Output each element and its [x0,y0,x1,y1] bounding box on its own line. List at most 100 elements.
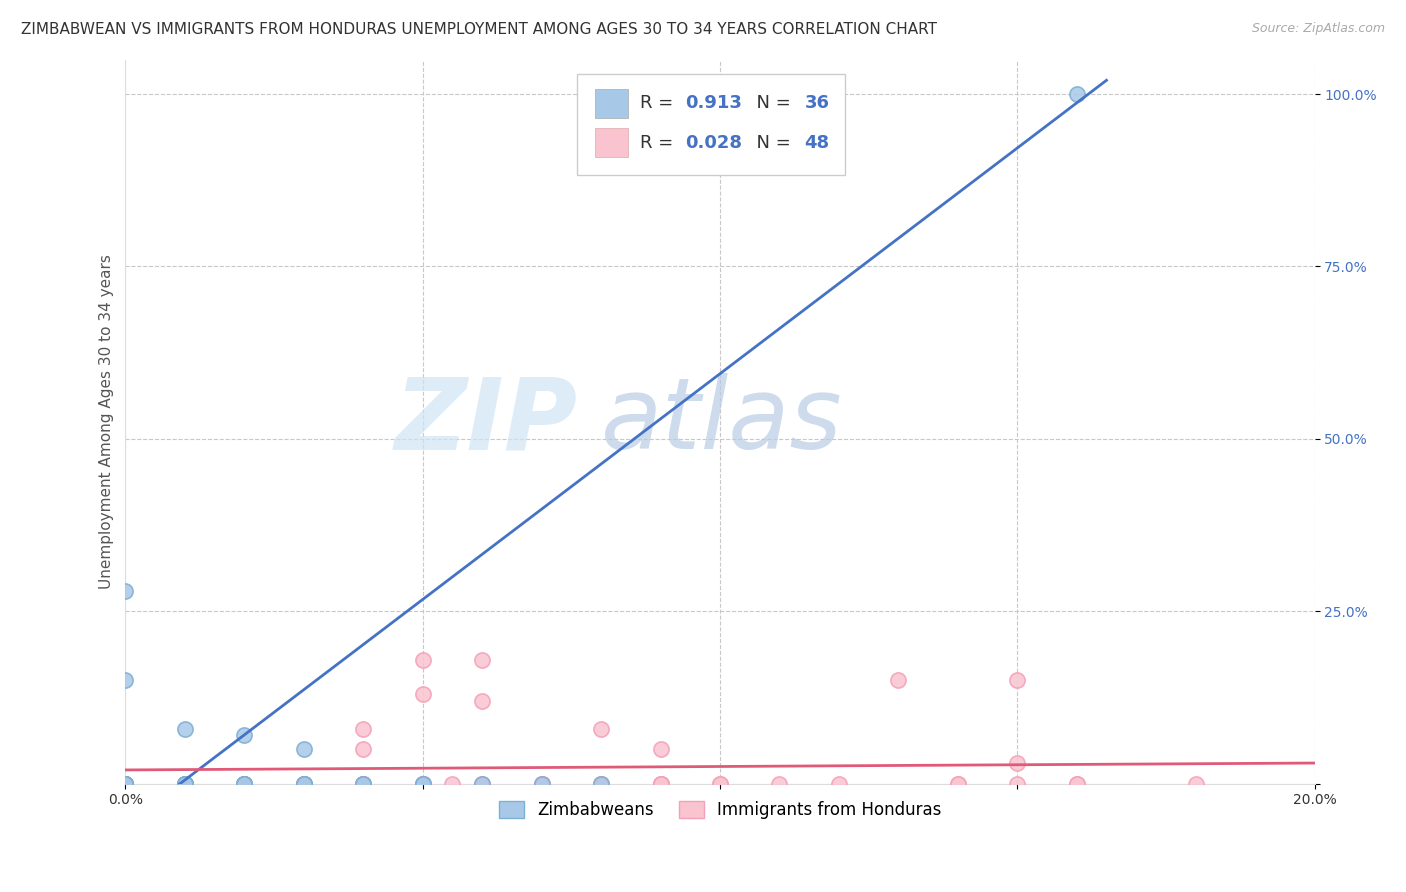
Point [591,777,613,791]
Point [591,722,613,736]
Point [174,777,197,791]
Point [174,777,197,791]
Point [412,652,434,666]
Text: ZIMBABWEAN VS IMMIGRANTS FROM HONDURAS UNEMPLOYMENT AMONG AGES 30 TO 34 YEARS CO: ZIMBABWEAN VS IMMIGRANTS FROM HONDURAS U… [21,22,936,37]
Point [292,777,315,791]
Point [412,777,434,791]
Point [292,777,315,791]
Point [412,777,434,791]
Point [709,777,731,791]
Point [1184,777,1206,791]
Point [292,742,315,756]
Point [352,777,374,791]
Point [352,722,374,736]
Point [650,777,672,791]
Point [828,777,851,791]
Point [233,777,256,791]
Point [591,777,613,791]
Point [292,777,315,791]
Point [471,777,494,791]
Point [114,777,136,791]
Point [352,742,374,756]
Point [114,777,136,791]
Point [530,777,553,791]
Point [233,777,256,791]
Point [174,777,197,791]
Point [114,777,136,791]
Point [233,777,256,791]
Text: 0.913: 0.913 [686,94,742,112]
Legend: Zimbabweans, Immigrants from Honduras: Zimbabweans, Immigrants from Honduras [492,795,948,826]
Point [174,777,197,791]
Point [946,777,969,791]
Point [352,777,374,791]
Text: atlas: atlas [602,373,842,470]
Point [292,777,315,791]
Text: 36: 36 [804,94,830,112]
Point [114,777,136,791]
Point [530,777,553,791]
Point [412,687,434,701]
FancyBboxPatch shape [595,128,628,157]
Point [352,777,374,791]
Point [650,742,672,756]
Point [233,777,256,791]
Point [233,777,256,791]
Point [174,777,197,791]
Point [114,583,136,598]
Point [233,777,256,791]
Point [1007,756,1029,770]
Point [114,777,136,791]
Point [233,777,256,791]
Point [114,777,136,791]
Point [412,777,434,791]
FancyBboxPatch shape [578,74,845,176]
Point [352,777,374,791]
Point [174,777,197,791]
Point [114,777,136,791]
Point [114,777,136,791]
Point [114,777,136,791]
Point [1007,673,1029,688]
Point [1007,777,1029,791]
Point [352,777,374,791]
Point [441,777,464,791]
Point [114,777,136,791]
Y-axis label: Unemployment Among Ages 30 to 34 years: Unemployment Among Ages 30 to 34 years [100,254,114,589]
Text: N =: N = [745,94,797,112]
Point [114,777,136,791]
Point [412,777,434,791]
Point [887,673,910,688]
Point [768,777,790,791]
Text: R =: R = [640,94,679,112]
Point [233,777,256,791]
Point [1066,87,1088,101]
Point [174,777,197,791]
Point [114,777,136,791]
Point [114,777,136,791]
Point [650,777,672,791]
Point [292,777,315,791]
Point [174,777,197,791]
Point [174,777,197,791]
FancyBboxPatch shape [595,88,628,118]
Point [412,777,434,791]
Point [174,777,197,791]
Point [471,694,494,708]
Point [114,777,136,791]
Point [1066,777,1088,791]
Point [412,777,434,791]
Point [352,777,374,791]
Point [591,777,613,791]
Point [114,777,136,791]
Point [591,777,613,791]
Point [114,777,136,791]
Text: 0.028: 0.028 [686,134,742,152]
Point [233,777,256,791]
Point [233,777,256,791]
Point [650,777,672,791]
Point [174,722,197,736]
Point [471,652,494,666]
Point [530,777,553,791]
Text: 48: 48 [804,134,830,152]
